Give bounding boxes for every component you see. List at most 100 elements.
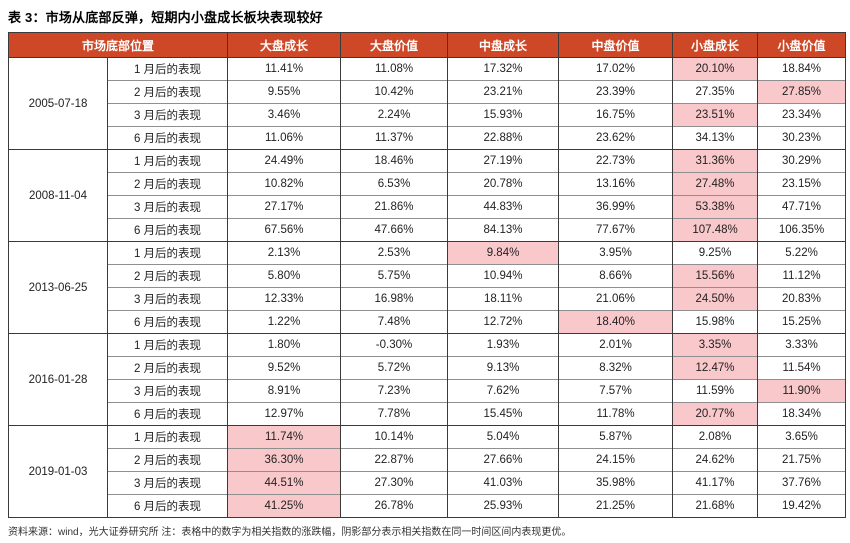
value-cell: 17.32% bbox=[447, 57, 560, 81]
table-row: 3 月后的表现 8.91% 7.23% 7.62% 7.57% 11.59% 11.90% bbox=[9, 379, 847, 403]
value-cell: 20.10% bbox=[672, 57, 759, 81]
period-cell: 3 月后的表现 bbox=[106, 195, 229, 219]
value-cell: 7.62% bbox=[447, 379, 560, 403]
value-cell: 30.23% bbox=[757, 126, 847, 150]
value-cell: 6.53% bbox=[340, 172, 449, 196]
value-cell: 24.62% bbox=[672, 448, 759, 472]
table-title: 表 3：市场从底部反弹，短期内小盘成长板块表现较好 bbox=[8, 10, 323, 25]
value-cell: 2.08% bbox=[672, 425, 759, 449]
header-col-5: 小盘价值 bbox=[757, 32, 847, 58]
value-cell: 67.56% bbox=[227, 218, 342, 242]
header-group-col: 市场底部位置 bbox=[7, 32, 229, 58]
value-cell: 15.25% bbox=[757, 310, 847, 334]
value-cell: 24.49% bbox=[227, 149, 342, 173]
value-cell: 27.35% bbox=[672, 80, 759, 104]
header-col-3: 中盘价值 bbox=[558, 32, 674, 58]
value-cell: 8.91% bbox=[227, 379, 342, 403]
value-cell: 11.74% bbox=[227, 425, 342, 449]
period-cell: 6 月后的表现 bbox=[106, 310, 229, 334]
period-cell: 2 月后的表现 bbox=[106, 80, 229, 104]
value-cell: 15.56% bbox=[672, 264, 759, 288]
table-row: 2019-01-03 1 月后的表现 11.74% 10.14% 5.04% 5.87% 2… bbox=[8, 425, 847, 518]
value-cell: 27.17% bbox=[227, 195, 342, 219]
value-cell: 22.73% bbox=[558, 149, 674, 173]
value-cell: 1.22% bbox=[227, 310, 342, 334]
period-cell: 3 月后的表现 bbox=[106, 103, 229, 127]
value-cell: 23.15% bbox=[757, 172, 847, 196]
value-cell: 10.82% bbox=[227, 172, 342, 196]
period-cell: 6 月后的表现 bbox=[106, 218, 229, 242]
value-cell: 2.13% bbox=[227, 241, 342, 265]
period-cell: 2 月后的表现 bbox=[106, 356, 229, 380]
value-cell: 11.06% bbox=[227, 126, 342, 150]
value-cell: 37.76% bbox=[757, 471, 847, 495]
table-row: 6 月后的表现 12.97% 7.78% 15.45% 11.78% 20.77% 18.3… bbox=[9, 402, 847, 426]
table-row: 2 月后的表现 9.55% 10.42% 23.21% 23.39% 27.35% 27.8… bbox=[9, 80, 847, 104]
value-cell: 11.54% bbox=[757, 356, 847, 380]
value-cell: 11.08% bbox=[340, 57, 449, 81]
value-cell: 34.13% bbox=[672, 126, 759, 150]
value-cell: 5.80% bbox=[227, 264, 342, 288]
table-row: 2 月后的表现 36.30% 22.87% 27.66% 24.15% 24.62% 21.… bbox=[9, 448, 847, 472]
value-cell: 23.21% bbox=[447, 80, 560, 104]
value-cell: 5.04% bbox=[447, 425, 560, 449]
header-row: 市场底部位置 大盘成长 大盘价值 中盘成长 中盘价值 小盘成长 小盘价值 bbox=[7, 32, 847, 58]
period-cell: 6 月后的表现 bbox=[106, 402, 229, 426]
value-cell: 35.98% bbox=[558, 471, 674, 495]
value-cell: 10.94% bbox=[447, 264, 560, 288]
value-cell: 2.53% bbox=[340, 241, 449, 265]
value-cell: 3.95% bbox=[558, 241, 674, 265]
period-cell: 1 月后的表现 bbox=[106, 149, 229, 173]
value-cell: 16.98% bbox=[340, 287, 449, 311]
value-cell: 21.25% bbox=[558, 494, 674, 518]
value-cell: 27.85% bbox=[757, 80, 847, 104]
value-cell: 53.38% bbox=[672, 195, 759, 219]
table-row: 2008-11-04 1 月后的表现 24.49% 18.46% 27.19% 22.73… bbox=[8, 149, 847, 242]
value-cell: 77.67% bbox=[558, 218, 674, 242]
value-cell: 1.80% bbox=[227, 333, 342, 357]
bottom-date-cell: 2019-01-03 bbox=[8, 425, 108, 518]
value-cell: 7.48% bbox=[340, 310, 449, 334]
value-cell: 3.33% bbox=[757, 333, 847, 357]
table-row: 6 月后的表现 11.06% 11.37% 22.88% 23.62% 34.13% 30.… bbox=[9, 126, 847, 150]
value-cell: 5.22% bbox=[757, 241, 847, 265]
value-cell: 12.33% bbox=[227, 287, 342, 311]
value-cell: 5.87% bbox=[558, 425, 674, 449]
value-cell: 44.83% bbox=[447, 195, 560, 219]
value-cell: 10.14% bbox=[340, 425, 449, 449]
value-cell: 27.48% bbox=[672, 172, 759, 196]
table-row: 3 月后的表现 27.17% 21.86% 44.83% 36.99% 53.38% 47.… bbox=[9, 195, 847, 219]
value-cell: 11.37% bbox=[340, 126, 449, 150]
value-cell: 18.46% bbox=[340, 149, 449, 173]
value-cell: 20.78% bbox=[447, 172, 560, 196]
value-cell: 17.02% bbox=[558, 57, 674, 81]
value-cell: 44.51% bbox=[227, 471, 342, 495]
value-cell: 27.30% bbox=[340, 471, 449, 495]
period-cell: 6 月后的表现 bbox=[106, 494, 229, 518]
value-cell: 24.50% bbox=[672, 287, 759, 311]
table-row: 2005-07-18 1 月后的表现 11.41% 11.08% 17.32% 17.02… bbox=[8, 57, 847, 150]
period-cell: 2 月后的表现 bbox=[106, 172, 229, 196]
value-cell: 47.71% bbox=[757, 195, 847, 219]
period-cell: 6 月后的表现 bbox=[106, 126, 229, 150]
value-cell: 8.66% bbox=[558, 264, 674, 288]
table-body: 2005-07-18 1 月后的表现 11.41% 11.08% 17.32% 17.02… bbox=[8, 57, 847, 518]
header-col-1: 大盘价值 bbox=[340, 32, 449, 58]
value-cell: 11.78% bbox=[558, 402, 674, 426]
value-cell: 22.88% bbox=[447, 126, 560, 150]
value-cell: 9.25% bbox=[672, 241, 759, 265]
table-row: 2 月后的表现 10.82% 6.53% 20.78% 13.16% 27.48% 23.1… bbox=[9, 172, 847, 196]
value-cell: 15.45% bbox=[447, 402, 560, 426]
value-cell: 41.03% bbox=[447, 471, 560, 495]
value-cell: 106.35% bbox=[757, 218, 847, 242]
value-cell: 3.35% bbox=[672, 333, 759, 357]
value-cell: 12.97% bbox=[227, 402, 342, 426]
value-cell: 12.47% bbox=[672, 356, 759, 380]
table-row: 2 月后的表现 5.80% 5.75% 10.94% 8.66% 15.56% 11.12% bbox=[9, 264, 847, 288]
performance-table: 市场底部位置 大盘成长 大盘价值 中盘成长 中盘价值 小盘成长 小盘价值 2005-07-1… bbox=[7, 32, 847, 518]
value-cell: 18.40% bbox=[558, 310, 674, 334]
value-cell: 36.30% bbox=[227, 448, 342, 472]
period-cell: 1 月后的表现 bbox=[106, 57, 229, 81]
table-row: 6 月后的表现 67.56% 47.66% 84.13% 77.67% 107.48% 10… bbox=[9, 218, 847, 242]
